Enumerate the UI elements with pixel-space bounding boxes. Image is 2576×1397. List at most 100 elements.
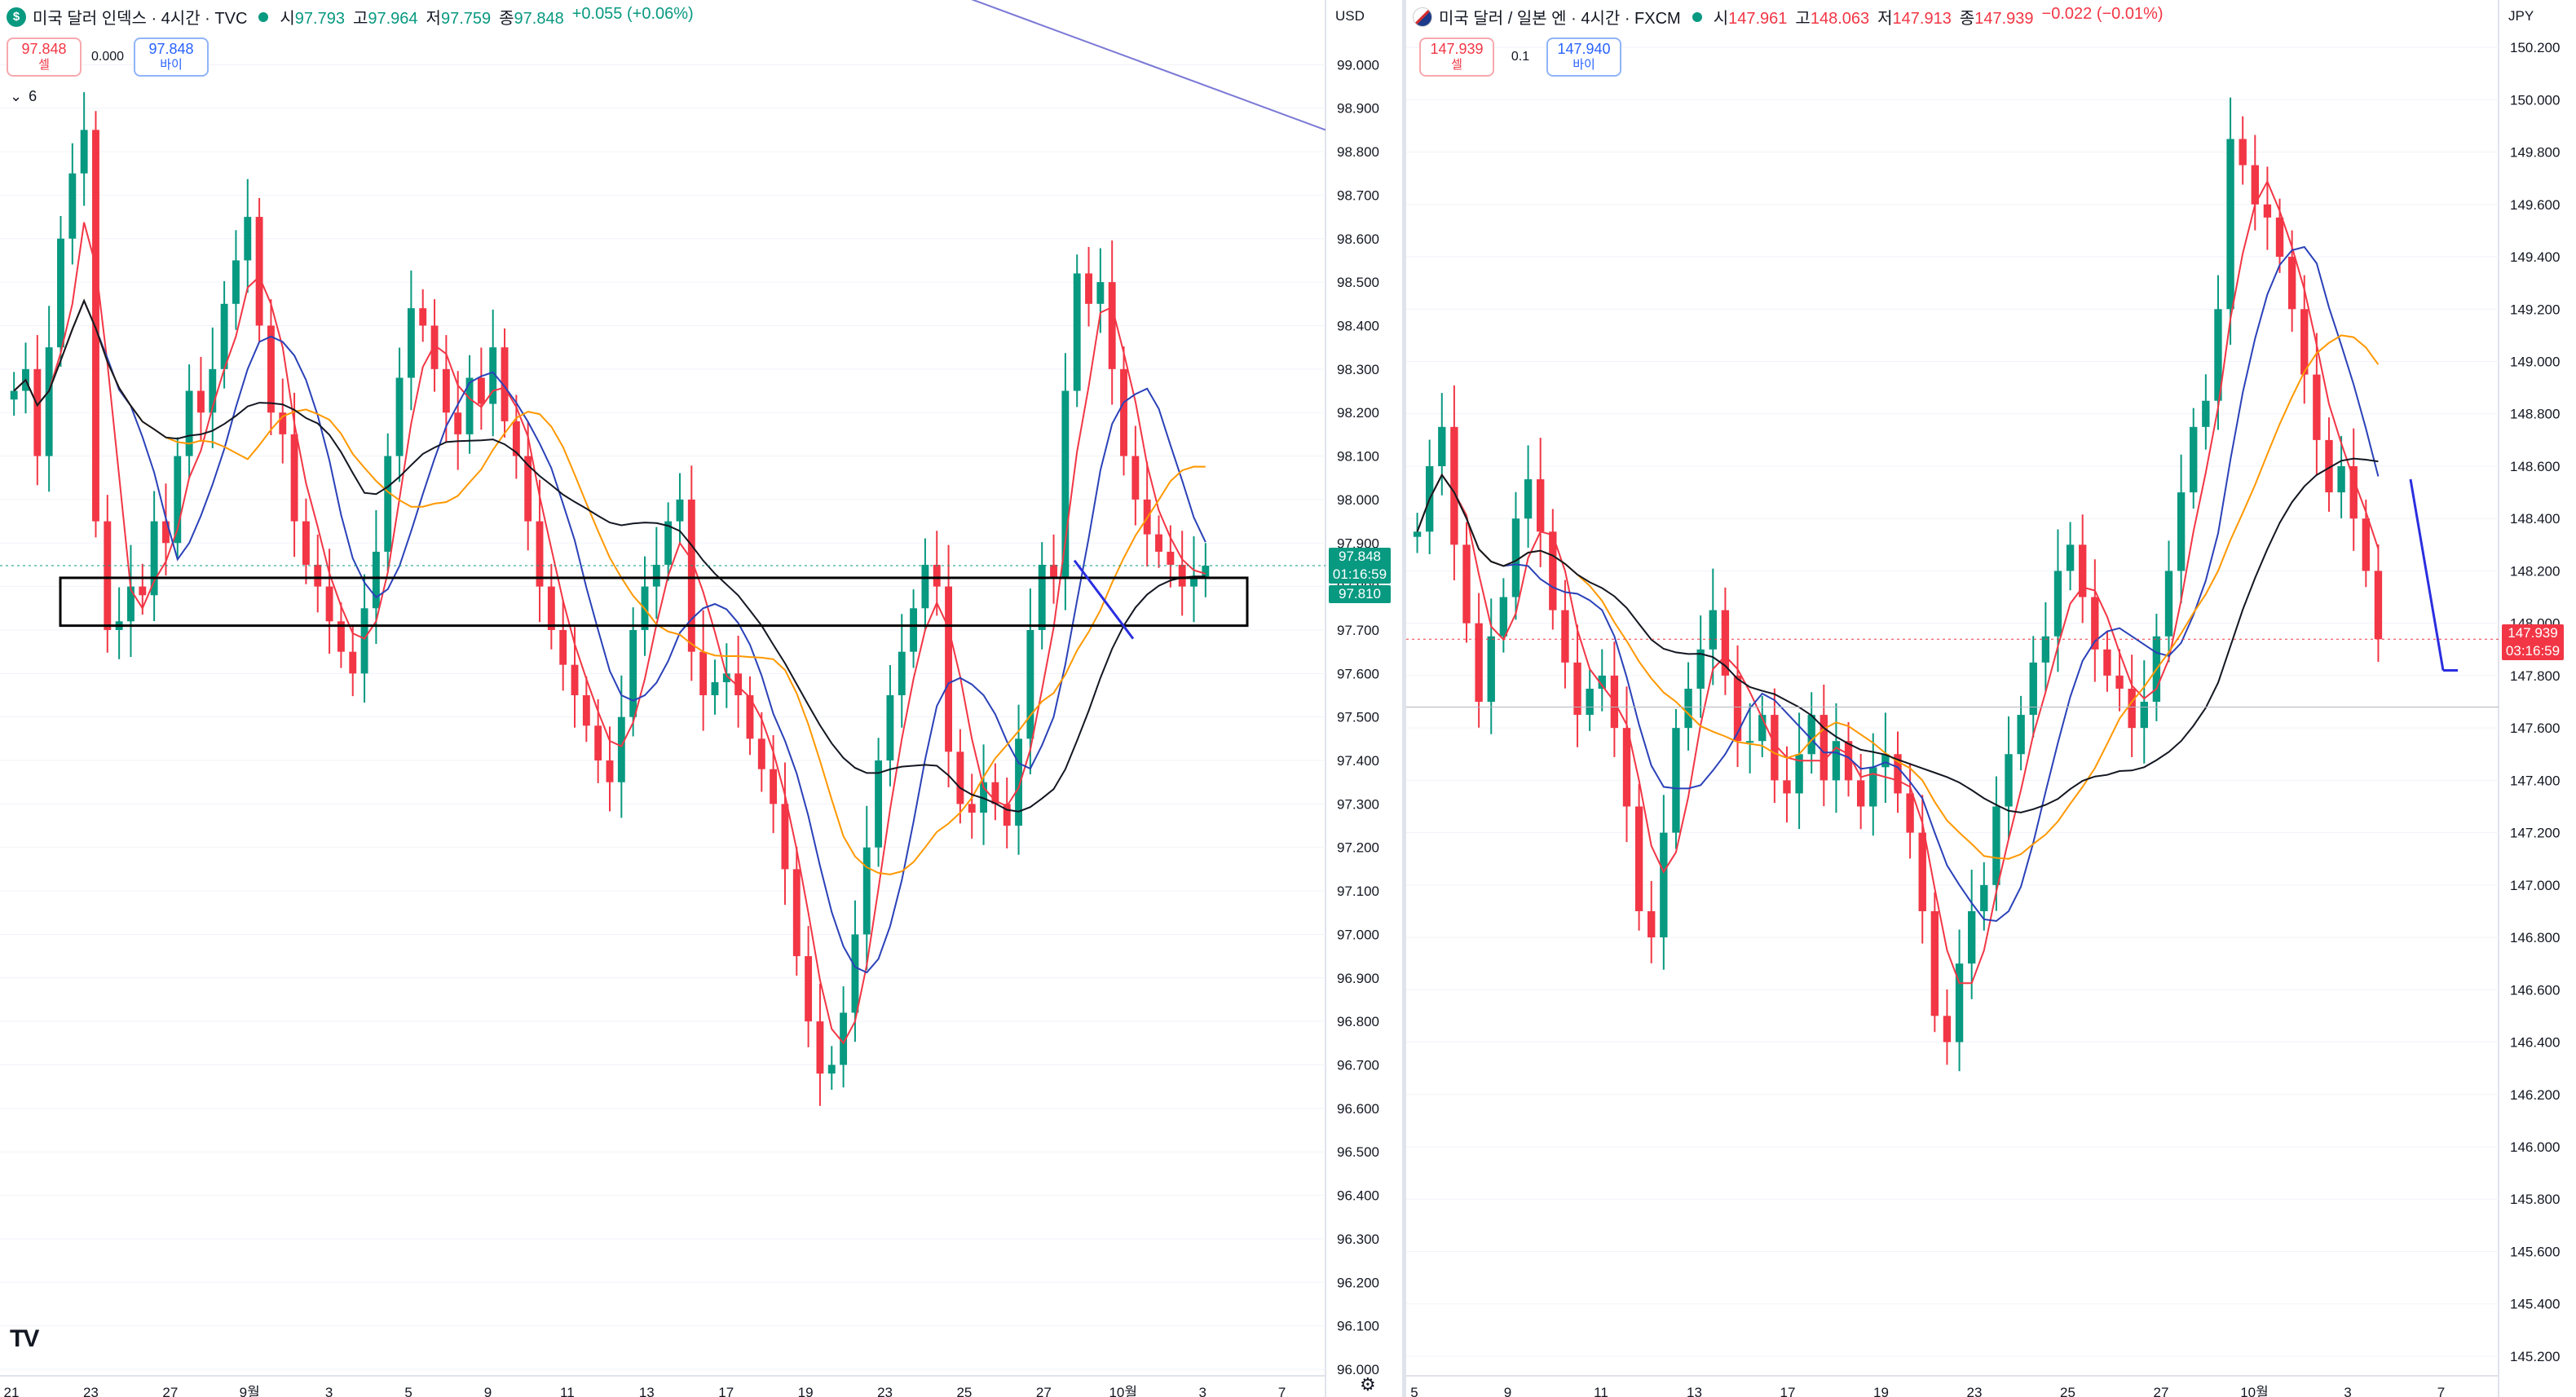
candle-body	[430, 325, 439, 369]
candle-body	[582, 695, 590, 726]
candle-body	[1906, 793, 1914, 833]
y-tick-label: 147.400	[2510, 773, 2560, 788]
tradingview-logo[interactable]: TV	[10, 1325, 39, 1352]
candle-body	[2263, 204, 2272, 218]
y-tick-label: 148.200	[2510, 563, 2560, 579]
candle-body	[711, 681, 719, 695]
candle-body	[1844, 741, 1853, 781]
sell-button[interactable]: 97.848 셀	[7, 37, 82, 77]
candle-body	[664, 521, 673, 565]
candle-body	[2066, 544, 2075, 571]
candle-body	[302, 521, 310, 565]
y-tick-label: 146.200	[2510, 1087, 2560, 1103]
pane-divider[interactable]	[1402, 0, 1406, 1397]
candle-body	[1178, 564, 1186, 587]
candle-body	[687, 499, 695, 652]
right-countdown: 03:16:59	[2505, 643, 2561, 659]
short-trend-line	[1073, 559, 1135, 640]
candle-body	[1820, 715, 1828, 781]
right-chart-pane[interactable]: 150.200 150.000 149.800 149.600 149.400 149.2…	[1406, 0, 2576, 1397]
candle-body	[2164, 571, 2173, 637]
y-tick-label: 146.400	[2510, 1035, 2560, 1051]
candle-body	[139, 586, 147, 596]
low-label: 저	[1877, 10, 1893, 28]
indicators-toggle[interactable]: ⌄ 6	[10, 88, 37, 105]
candle-body	[57, 238, 64, 348]
y-tick-label: 149.400	[2510, 249, 2560, 265]
y-tick-label: 96.700	[1337, 1058, 1379, 1073]
left-chart-canvas[interactable]: 99.000 98.900 98.800 98.700 98.600 98.500 98.4…	[0, 0, 1402, 1397]
candle-body	[512, 421, 520, 456]
candle-body	[1771, 715, 1779, 781]
candle-body	[1918, 832, 1926, 911]
right-chart-title[interactable]: 미국 달러 / 일본 엔 · 4시간 · FXCM	[1439, 10, 1681, 28]
candle-body	[2287, 257, 2296, 310]
x-tick-label: 11	[560, 1385, 575, 1397]
right-ohlc: 시147.961 고148.063 저147.913 종147.939 −0.0…	[1714, 5, 2164, 29]
candle-body	[80, 130, 88, 174]
candle-body	[454, 412, 462, 434]
y-tick-label: 97.400	[1337, 753, 1379, 769]
right-trade-box: 147.939 셀 0.1 147.940 바이	[1419, 37, 1621, 77]
candle-body	[2349, 465, 2358, 519]
x-tick-label: 11	[1594, 1385, 1608, 1397]
x-tick-label: 9월	[240, 1385, 260, 1397]
candle-body	[886, 695, 894, 761]
candle-body	[360, 608, 368, 674]
candle-body	[781, 804, 789, 870]
close-label: 종	[499, 10, 514, 28]
candle-body	[501, 347, 509, 421]
buy-button[interactable]: 97.848 바이	[134, 37, 209, 77]
candle-body	[1462, 544, 1471, 624]
x-tick-label: 3	[1198, 1385, 1206, 1397]
x-tick-label: 27	[1036, 1385, 1052, 1397]
x-tick-label: 5	[1410, 1385, 1418, 1397]
x-tick-label: 9	[484, 1385, 492, 1397]
sell-label: 셀	[38, 58, 50, 72]
candle-body	[477, 377, 485, 404]
candle-body	[968, 804, 976, 813]
candle-body	[150, 521, 158, 596]
series-line-ma_mid	[13, 298, 1206, 974]
right-chart-canvas[interactable]: 150.200 150.000 149.800 149.600 149.400 149.2…	[1406, 0, 2576, 1397]
candle-body	[290, 434, 298, 522]
left-chart-title[interactable]: 미국 달러 인덱스 · 4시간 · TVC	[33, 10, 248, 28]
candle-body	[349, 651, 357, 674]
candle-body	[921, 564, 929, 609]
high-label: 고	[352, 10, 368, 28]
candle-body	[1096, 282, 1105, 304]
gear-icon[interactable]: ⚙	[1360, 1374, 1376, 1395]
y-tick-label: 145.600	[2510, 1244, 2560, 1259]
candle-body	[1131, 456, 1140, 500]
y-tick-label: 148.600	[2510, 459, 2560, 474]
candle-body	[1955, 963, 1964, 1042]
spread-value: 0.1	[1511, 50, 1530, 64]
candle-body	[746, 695, 754, 739]
y-tick-label: 96.100	[1337, 1319, 1379, 1334]
y-tick-label: 96.300	[1337, 1232, 1379, 1247]
high-label: 고	[1795, 10, 1811, 28]
left-chart-pane[interactable]: 99.000 98.900 98.800 98.700 98.600 98.500 98.4…	[0, 0, 1402, 1397]
candle-body	[2362, 518, 2371, 571]
candle-body	[1709, 610, 1717, 650]
candle-body	[1511, 518, 1520, 597]
y-tick-label: 147.000	[2510, 878, 2560, 893]
buy-button[interactable]: 147.940 바이	[1546, 37, 1621, 77]
candle-body	[407, 308, 415, 378]
right-currency-label: JPY	[2508, 8, 2534, 24]
candle-body	[1758, 715, 1767, 742]
y-tick-label: 149.200	[2510, 302, 2560, 317]
sell-button[interactable]: 147.939 셀	[1419, 37, 1494, 77]
left-countdown: 01:16:59	[1332, 566, 1387, 582]
y-tick-label: 98.700	[1337, 187, 1379, 203]
y-tick-label: 97.600	[1337, 666, 1379, 681]
candle-body	[325, 586, 333, 622]
candle-body	[1943, 1016, 1952, 1042]
candle-body	[2190, 426, 2198, 493]
series-line-ma_longest	[13, 298, 1206, 813]
y-tick-label: 149.800	[2510, 145, 2560, 161]
y-tick-label: 147.200	[2510, 826, 2560, 841]
candle-body	[1038, 564, 1046, 630]
x-tick-label: 23	[1967, 1385, 1983, 1397]
x-tick-label: 25	[956, 1385, 972, 1397]
